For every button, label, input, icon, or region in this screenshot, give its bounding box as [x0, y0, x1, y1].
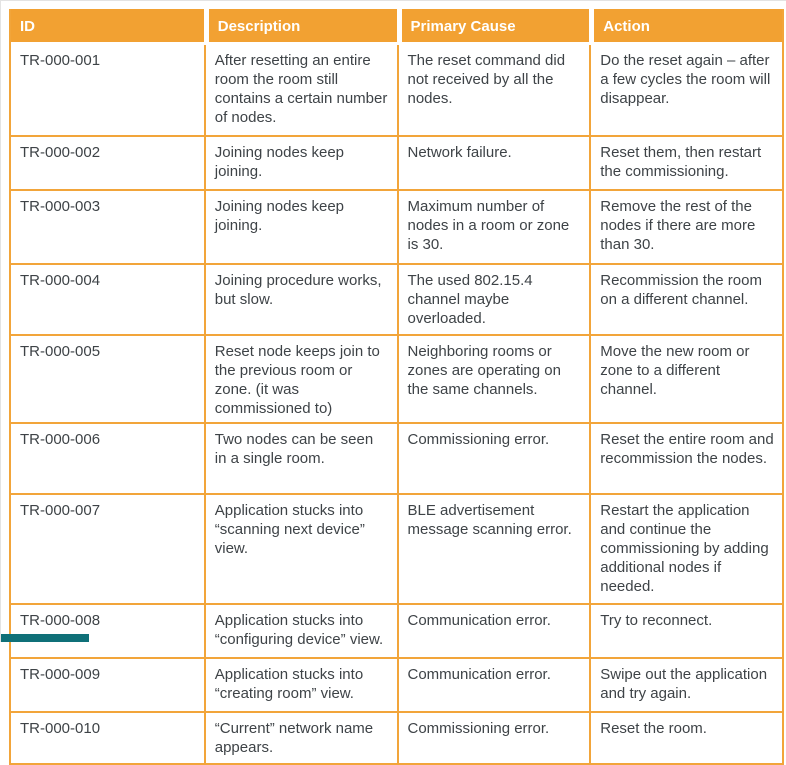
row-id-cell: TR-000-009 [11, 659, 204, 713]
row-primary-cause-cell: The used 802.15.4 channel maybe overload… [396, 265, 590, 336]
row-action-cell: Try to reconnect. [589, 605, 782, 659]
row-description-cell: Joining procedure works, but slow. [203, 265, 397, 336]
row-id-cell: TR-000-001 [11, 45, 204, 137]
row-description-cell: Joining nodes keep joining. [203, 191, 397, 265]
row-action-cell: Remove the rest of the nodes if there ar… [589, 191, 782, 265]
table-header-row: ID Description Primary Cause Action [11, 9, 782, 45]
table-row: TR-000-006 Two nodes can be seen in a si… [11, 424, 782, 495]
row-action-cell: Recommission the room on a different cha… [589, 265, 782, 336]
row-description-cell: Application stucks into “configuring dev… [203, 605, 397, 659]
row-primary-cause-cell: BLE advertisement message scanning error… [396, 495, 590, 605]
row-description-cell: Reset node keeps join to the previous ro… [203, 336, 397, 424]
row-primary-cause-cell: The reset command did not received by al… [396, 45, 590, 137]
row-description-cell: Joining nodes keep joining. [203, 137, 397, 191]
table-row: TR-000-007 Application stucks into “scan… [11, 495, 782, 605]
header-primary-cause: Primary Cause [396, 9, 590, 45]
row-action-cell: Restart the application and continue the… [589, 495, 782, 605]
table-row: TR-000-004 Joining procedure works, but … [11, 265, 782, 336]
row-id-cell: TR-000-004 [11, 265, 204, 336]
row-primary-cause-cell: Network failure. [396, 137, 590, 191]
row-id-cell: TR-000-010 [11, 713, 204, 765]
row-id-cell: TR-000-006 [11, 424, 204, 495]
row-primary-cause-cell: Commissioning error. [396, 424, 590, 495]
table-body: TR-000-001 After resetting an entire roo… [11, 45, 782, 765]
footer-accent-bar [1, 634, 89, 642]
row-primary-cause-cell: Communication error. [396, 605, 590, 659]
table-row: TR-000-002 Joining nodes keep joining. N… [11, 137, 782, 191]
table-row: TR-000-001 After resetting an entire roo… [11, 45, 782, 137]
row-primary-cause-cell: Maximum number of nodes in a room or zon… [396, 191, 590, 265]
row-id-cell: TR-000-007 [11, 495, 204, 605]
row-description-cell: After resetting an entire room the room … [203, 45, 397, 137]
row-id-cell: TR-000-008 [11, 605, 204, 659]
row-action-cell: Reset the entire room and recommission t… [589, 424, 782, 495]
row-primary-cause-cell: Communication error. [396, 659, 590, 713]
row-description-cell: Two nodes can be seen in a single room. [203, 424, 397, 495]
row-id-cell: TR-000-003 [11, 191, 204, 265]
row-action-cell: Reset the room. [589, 713, 782, 765]
header-action: Action [589, 9, 782, 45]
table-row: TR-000-003 Joining nodes keep joining. M… [11, 191, 782, 265]
row-action-cell: Move the new room or zone to a different… [589, 336, 782, 424]
row-action-cell: Reset them, then restart the commissioni… [589, 137, 782, 191]
row-description-cell: Application stucks into “scanning next d… [203, 495, 397, 605]
header-id: ID [11, 9, 204, 45]
row-description-cell: “Current” network name appears. [203, 713, 397, 765]
row-id-cell: TR-000-002 [11, 137, 204, 191]
row-primary-cause-cell: Commissioning error. [396, 713, 590, 765]
table-row: TR-000-010 “Current” network name appear… [11, 713, 782, 765]
row-id-cell: TR-000-005 [11, 336, 204, 424]
table-row: TR-000-009 Application stucks into “crea… [11, 659, 782, 713]
row-action-cell: Do the reset again – after a few cycles … [589, 45, 782, 137]
row-description-cell: Application stucks into “creating room” … [203, 659, 397, 713]
troubleshooting-table: ID Description Primary Cause Action TR-0… [9, 9, 784, 765]
row-action-cell: Swipe out the application and try again. [589, 659, 782, 713]
table-row: TR-000-005 Reset node keeps join to the … [11, 336, 782, 424]
table-row: TR-000-008 Application stucks into “conf… [11, 605, 782, 659]
row-primary-cause-cell: Neighboring rooms or zones are operating… [396, 336, 590, 424]
header-description: Description [203, 9, 397, 45]
